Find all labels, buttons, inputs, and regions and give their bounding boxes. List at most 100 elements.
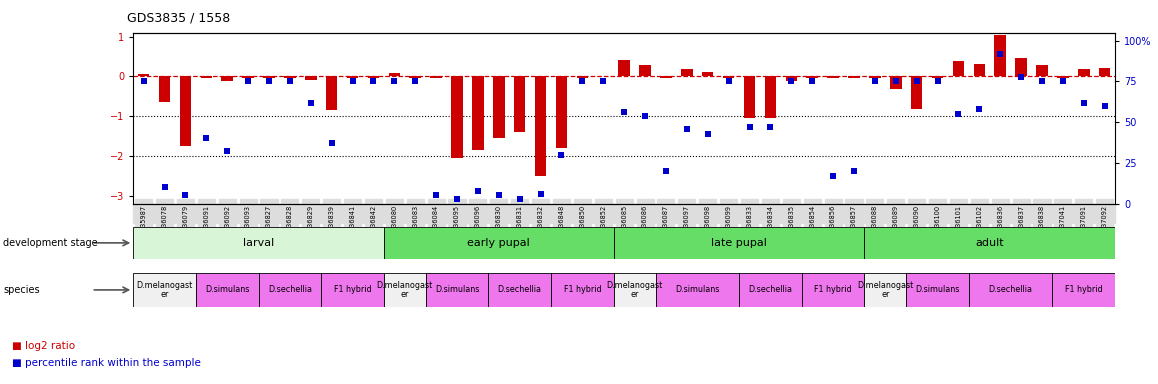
Point bbox=[1054, 78, 1072, 84]
Point bbox=[991, 51, 1010, 57]
Point bbox=[155, 184, 174, 190]
Point bbox=[677, 126, 696, 132]
Text: development stage: development stage bbox=[3, 238, 98, 248]
Point bbox=[929, 78, 947, 84]
Bar bbox=[1057, 76, 1069, 78]
Point bbox=[197, 135, 215, 141]
Point bbox=[887, 78, 906, 84]
Bar bbox=[514, 76, 526, 132]
Point bbox=[364, 78, 382, 84]
Bar bbox=[384, 227, 614, 259]
Point bbox=[176, 192, 195, 199]
Text: ■ percentile rank within the sample: ■ percentile rank within the sample bbox=[12, 358, 200, 368]
Point bbox=[636, 113, 654, 119]
Point bbox=[844, 168, 863, 174]
Text: D.melanogast
er: D.melanogast er bbox=[376, 281, 433, 299]
Point bbox=[301, 99, 320, 106]
Point bbox=[448, 195, 467, 202]
Text: adult: adult bbox=[975, 238, 1004, 248]
Point bbox=[427, 192, 446, 199]
Bar bbox=[1016, 58, 1027, 76]
Point bbox=[761, 124, 779, 130]
Bar bbox=[426, 273, 489, 307]
Point bbox=[802, 78, 821, 84]
Bar bbox=[953, 61, 965, 76]
Point bbox=[386, 78, 404, 84]
Point bbox=[322, 140, 340, 146]
Point bbox=[594, 78, 613, 84]
Bar bbox=[995, 35, 1006, 76]
Point bbox=[218, 148, 236, 154]
Bar bbox=[196, 273, 258, 307]
Point bbox=[406, 78, 425, 84]
Bar bbox=[1078, 69, 1090, 76]
Point bbox=[469, 187, 488, 194]
Bar bbox=[452, 76, 463, 158]
Bar bbox=[1053, 273, 1115, 307]
Point bbox=[552, 152, 571, 158]
Text: D.simulans: D.simulans bbox=[675, 285, 719, 295]
Bar bbox=[681, 69, 692, 76]
Bar bbox=[655, 273, 739, 307]
Point bbox=[511, 195, 529, 202]
Bar bbox=[493, 76, 505, 138]
Bar bbox=[614, 227, 864, 259]
Text: F1 hybrid: F1 hybrid bbox=[564, 285, 601, 295]
Bar bbox=[431, 76, 442, 78]
Bar bbox=[284, 76, 295, 78]
Bar bbox=[221, 76, 233, 81]
Bar bbox=[702, 71, 713, 76]
Bar bbox=[325, 76, 337, 110]
Bar bbox=[384, 273, 426, 307]
Text: D.melanogast
er: D.melanogast er bbox=[607, 281, 662, 299]
Bar bbox=[639, 65, 651, 76]
Text: D.sechellia: D.sechellia bbox=[498, 285, 542, 295]
Point bbox=[573, 78, 592, 84]
Text: early pupal: early pupal bbox=[468, 238, 530, 248]
Text: ■ log2 ratio: ■ log2 ratio bbox=[12, 341, 75, 351]
Bar bbox=[489, 273, 551, 307]
Point bbox=[1075, 99, 1093, 106]
Bar bbox=[827, 76, 838, 78]
Point bbox=[782, 78, 800, 84]
Bar bbox=[743, 76, 755, 118]
Bar bbox=[410, 76, 422, 78]
Text: D.simulans: D.simulans bbox=[915, 285, 960, 295]
Bar bbox=[911, 76, 923, 109]
Bar bbox=[368, 76, 379, 78]
Point bbox=[823, 173, 842, 179]
Text: D.sechellia: D.sechellia bbox=[748, 285, 792, 295]
Point bbox=[866, 78, 885, 84]
Text: late pupal: late pupal bbox=[711, 238, 767, 248]
Text: GDS3835 / 1558: GDS3835 / 1558 bbox=[127, 12, 230, 25]
Bar bbox=[138, 74, 149, 76]
Bar bbox=[723, 76, 734, 78]
Bar bbox=[305, 76, 316, 79]
Bar bbox=[133, 227, 384, 259]
Bar bbox=[535, 76, 547, 176]
Bar bbox=[472, 76, 484, 150]
Point bbox=[908, 78, 926, 84]
Bar bbox=[932, 76, 944, 78]
Bar bbox=[660, 76, 672, 78]
Text: D.sechellia: D.sechellia bbox=[267, 285, 312, 295]
Point bbox=[239, 78, 257, 84]
Bar bbox=[346, 76, 358, 78]
Bar bbox=[1099, 68, 1111, 76]
Bar bbox=[577, 76, 588, 78]
Bar bbox=[806, 76, 818, 78]
Bar bbox=[785, 76, 797, 81]
Point bbox=[950, 111, 968, 117]
Bar bbox=[969, 273, 1053, 307]
Point bbox=[280, 78, 299, 84]
Point bbox=[1095, 103, 1114, 109]
Point bbox=[740, 124, 758, 130]
Point bbox=[615, 109, 633, 116]
Bar bbox=[864, 227, 1115, 259]
Bar bbox=[321, 273, 384, 307]
Point bbox=[259, 78, 278, 84]
Point bbox=[1012, 73, 1031, 79]
Bar bbox=[159, 76, 170, 102]
Bar bbox=[974, 64, 985, 76]
Bar bbox=[870, 76, 880, 78]
